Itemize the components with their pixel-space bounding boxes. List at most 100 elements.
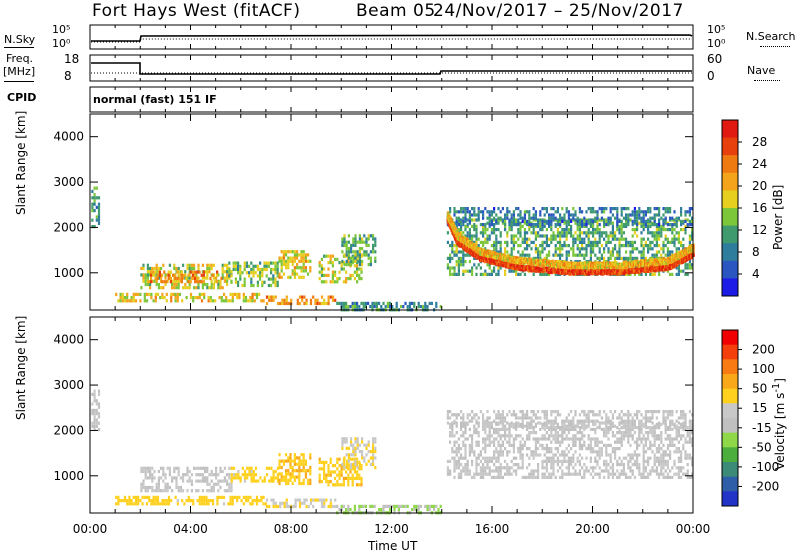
scatter-cell [190, 266, 193, 271]
scatter-cell [550, 228, 553, 232]
scatter-cell [228, 276, 231, 280]
band-cell [630, 269, 633, 273]
scatter-cell [287, 301, 291, 306]
scatter-cell [230, 274, 233, 278]
scatter-cell [664, 228, 667, 232]
scatter-cell [655, 250, 658, 254]
scatter-cell [159, 296, 162, 300]
scatter-cell [95, 205, 98, 209]
band-cell [524, 267, 527, 272]
scatter-cell [552, 213, 555, 217]
scatter-cell [201, 276, 204, 280]
scatter-cell [587, 260, 590, 264]
scatter-cell [281, 298, 284, 302]
scatter-cell [539, 224, 542, 228]
scatter-cell [647, 219, 650, 223]
scatter-cell [278, 275, 281, 279]
scatter-cell [660, 231, 663, 235]
scatter-cell [95, 196, 98, 200]
scatter-cell [365, 240, 368, 244]
scatter-cell [280, 275, 283, 279]
scatter-cell [325, 280, 328, 284]
scatter-cell [609, 240, 612, 244]
scatter-cell [625, 244, 628, 248]
scatter-cell [468, 221, 471, 225]
scatter-cell [629, 250, 632, 254]
scatter-cell [559, 216, 562, 220]
scatter-cell [191, 270, 194, 274]
scatter-cell [194, 296, 197, 300]
scatter-cell [545, 240, 548, 244]
scatter-cell [675, 247, 678, 251]
scatter-cell [140, 273, 143, 277]
scatter-cell [508, 219, 511, 223]
scatter-cell [598, 256, 601, 260]
scatter-cell [274, 277, 277, 281]
scatter-cell [259, 274, 262, 278]
scatter-cell [620, 213, 623, 217]
scatter-cell [209, 299, 212, 303]
scatter-cell [666, 228, 669, 232]
scatter-cell [475, 218, 478, 222]
scatter-cell [93, 209, 96, 213]
scatter-cell [620, 234, 623, 238]
scatter-cell [688, 260, 691, 264]
scatter-cell [614, 207, 617, 211]
scatter-cell [482, 244, 485, 248]
scatter-cell [495, 247, 498, 251]
scatter-cell [422, 305, 425, 309]
scatter-cell [548, 272, 551, 276]
band-cell [577, 271, 580, 275]
scatter-cell [374, 256, 377, 260]
scatter-cell [554, 253, 557, 257]
scatter-cell [169, 276, 172, 281]
scatter-cell [345, 277, 348, 281]
scatter-cell [484, 224, 487, 228]
scatter-cell [296, 250, 299, 254]
scatter-cell [556, 272, 559, 276]
band-cell [590, 269, 593, 273]
scatter-cell [488, 210, 491, 214]
scatter-cell [329, 295, 332, 299]
scatter-cell [574, 240, 577, 244]
scatter-cell [539, 213, 542, 217]
scatter-cell [167, 276, 170, 281]
scatter-cell [638, 213, 641, 217]
scatter-cell [647, 221, 650, 225]
scatter-cell [369, 234, 372, 238]
scatter-cell [655, 244, 658, 248]
scatter-cell [649, 221, 652, 225]
scatter-cell [618, 237, 621, 241]
scatter-cell [361, 263, 364, 267]
band-cell [576, 270, 579, 274]
scatter-cell [574, 231, 577, 235]
band-cell [666, 264, 669, 268]
band-cell [600, 269, 603, 273]
scatter-cell [642, 256, 645, 260]
scatter-cell [283, 301, 286, 306]
scatter-cell [629, 253, 632, 257]
scatter-cell [161, 296, 164, 300]
scatter-cell [464, 260, 467, 264]
scatter-cell [488, 224, 491, 228]
scatter-cell [647, 228, 650, 232]
scatter-cell [287, 250, 290, 254]
scatter-cell [633, 272, 636, 276]
band-cell [542, 263, 545, 267]
scatter-cell [578, 207, 581, 211]
scatter-cell [280, 250, 283, 254]
scatter-cell [130, 299, 133, 303]
scatter-cell [587, 228, 590, 232]
scatter-cell [565, 256, 568, 260]
scatter-cell [510, 250, 513, 254]
scatter-cell [521, 253, 524, 257]
scatter-cell [237, 283, 240, 288]
scatter-cell [543, 207, 546, 211]
scatter-cell [638, 207, 641, 211]
scatter-cell [146, 282, 149, 287]
scatter-cell [510, 247, 513, 251]
scatter-cell [380, 305, 383, 309]
scatter-cell [589, 231, 592, 235]
scatter-cell [493, 210, 496, 214]
band-cell [616, 272, 619, 276]
